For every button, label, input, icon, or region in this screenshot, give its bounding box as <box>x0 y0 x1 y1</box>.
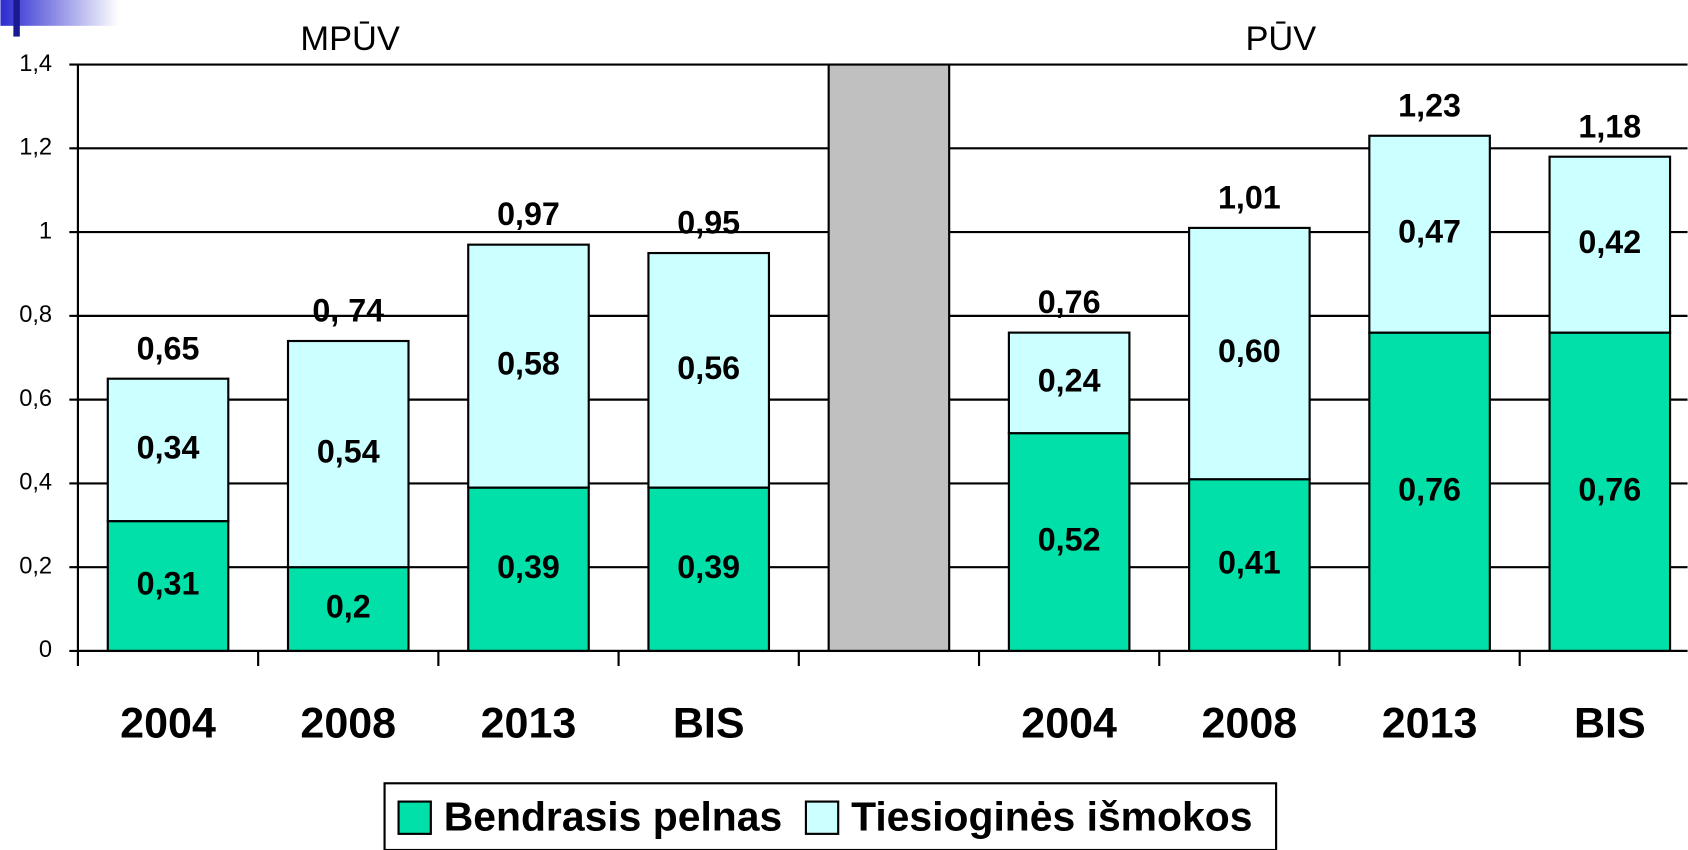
x-tick-label: 2004 <box>120 700 216 748</box>
y-tick-label: 0,4 <box>19 470 52 496</box>
group-label: MPŪV <box>300 20 399 58</box>
total-label: 1,01 <box>1218 179 1281 215</box>
data-label: 0,39 <box>677 549 740 585</box>
bar-segment <box>286 339 410 569</box>
x-tick-label: 2013 <box>1382 700 1478 748</box>
bar-segment <box>827 63 951 653</box>
bar-segment <box>1188 226 1311 481</box>
data-label: 0,47 <box>1398 214 1461 250</box>
total-label: 0,65 <box>137 330 200 366</box>
y-tick-label: 0 <box>39 637 52 663</box>
bar-segment <box>647 251 771 489</box>
data-label: 0,76 <box>1578 471 1641 507</box>
data-label: 0,42 <box>1578 224 1641 260</box>
data-label: 0,2 <box>326 589 371 625</box>
total-label: 0,76 <box>1038 284 1101 320</box>
bar-segment <box>1007 331 1131 435</box>
x-tick-label: 2008 <box>1202 700 1298 748</box>
data-label: 0,34 <box>137 429 200 465</box>
data-label: 0,41 <box>1218 545 1281 581</box>
data-label: 0,60 <box>1218 333 1281 369</box>
y-tick-label: 1,4 <box>19 51 52 77</box>
data-label: 0,52 <box>1038 522 1101 558</box>
data-label: 0,31 <box>137 566 200 602</box>
legend-label: Tiesioginės išmokos <box>851 794 1252 840</box>
x-tick-label: BIS <box>1574 700 1646 748</box>
group-label: PŪV <box>1245 20 1316 58</box>
data-label: 0,56 <box>677 350 740 386</box>
decoration <box>0 0 119 26</box>
y-tick-label: 0,6 <box>19 386 52 412</box>
total-label: 0,97 <box>497 196 560 232</box>
bar-segment <box>106 377 230 523</box>
legend-label: Bendrasis pelnas <box>444 794 783 840</box>
y-tick-label: 0,2 <box>19 553 52 579</box>
data-label: 0,24 <box>1038 362 1101 398</box>
y-tick-label: 0,8 <box>19 302 52 328</box>
total-label: 0,95 <box>677 205 740 241</box>
x-tick-label: BIS <box>673 700 745 748</box>
bar-segment <box>1368 331 1491 653</box>
bar-segment <box>1007 432 1131 653</box>
total-label: 1,18 <box>1578 108 1641 144</box>
total-label: 0, 74 <box>312 293 384 329</box>
legend-swatch <box>804 800 840 835</box>
data-label: 0,54 <box>317 434 380 470</box>
data-label: 0,76 <box>1398 471 1461 507</box>
decoration <box>13 0 20 37</box>
y-tick-label: 1,2 <box>19 135 52 161</box>
bar-segment <box>286 566 410 653</box>
bar-segment <box>647 486 771 653</box>
x-tick-label: 2008 <box>300 700 396 748</box>
bar-segment <box>1188 478 1311 653</box>
data-label: 0,39 <box>497 549 560 585</box>
bar-segment <box>1368 134 1491 334</box>
bar-segment <box>467 243 590 489</box>
total-label: 1,23 <box>1398 87 1461 123</box>
y-tick-label: 1 <box>39 218 52 244</box>
legend-swatch <box>397 800 432 835</box>
bar-segment <box>106 520 230 653</box>
x-tick-label: 2004 <box>1021 700 1117 748</box>
data-label: 0,58 <box>497 346 560 382</box>
bar-segment <box>1548 155 1672 334</box>
x-tick-label: 2013 <box>481 700 577 748</box>
